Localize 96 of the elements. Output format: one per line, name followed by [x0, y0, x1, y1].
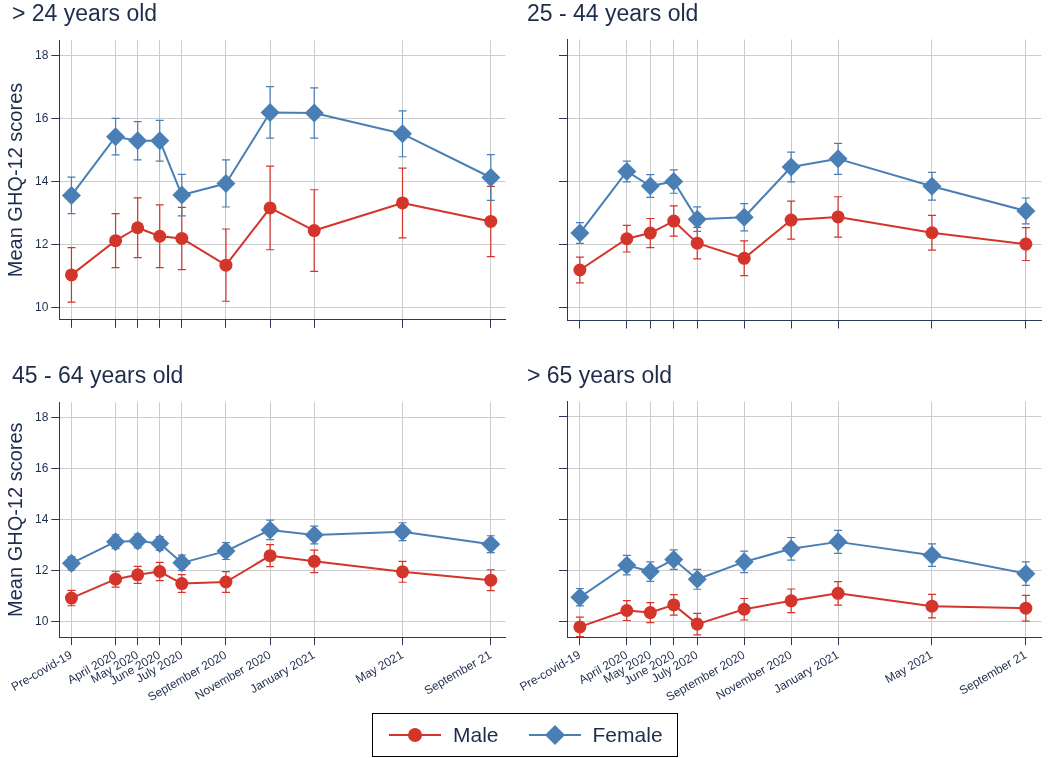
point	[737, 251, 751, 265]
point	[737, 602, 751, 616]
point	[106, 532, 126, 552]
y-tick-label: 12	[34, 563, 49, 578]
point	[925, 599, 939, 613]
point	[393, 124, 413, 144]
point	[922, 176, 942, 196]
point	[667, 598, 681, 612]
point	[570, 223, 590, 243]
point	[664, 172, 684, 192]
point	[109, 234, 123, 248]
chart-title: 25 - 44 years old	[527, 0, 699, 27]
point	[61, 185, 81, 205]
point	[687, 569, 707, 589]
point	[734, 207, 754, 227]
point	[1016, 564, 1036, 584]
point	[396, 565, 410, 579]
point	[784, 594, 798, 608]
point	[304, 103, 324, 123]
point	[216, 173, 236, 193]
point	[481, 534, 501, 554]
point	[216, 541, 236, 561]
point	[1019, 601, 1033, 615]
point	[128, 131, 148, 151]
point	[131, 221, 145, 235]
y-tick-label: 16	[34, 460, 49, 475]
point	[61, 553, 81, 573]
y-axis-title: Mean GHQ-12 scores	[3, 422, 26, 617]
point	[734, 552, 754, 572]
point	[620, 232, 634, 246]
chart-title: > 24 years old	[12, 0, 158, 27]
point	[1016, 201, 1036, 221]
point	[690, 617, 704, 631]
point	[925, 226, 939, 240]
y-tick-label: 10	[34, 299, 49, 314]
point	[396, 196, 410, 210]
y-tick-label: 10	[34, 614, 49, 629]
point	[664, 550, 684, 570]
point	[307, 554, 321, 568]
point	[620, 604, 634, 618]
point	[153, 229, 167, 243]
point	[219, 258, 233, 272]
point	[831, 586, 845, 600]
point	[828, 532, 848, 552]
point	[640, 176, 660, 196]
x-tick-label: May 2021	[353, 647, 406, 687]
legend-label: Male	[453, 723, 499, 747]
point	[172, 185, 192, 205]
point	[307, 224, 321, 238]
y-tick-label: 18	[34, 409, 49, 424]
point	[1019, 237, 1033, 251]
point	[263, 549, 277, 563]
y-tick-label: 14	[34, 173, 49, 188]
y-tick-label: 14	[34, 511, 49, 526]
point	[175, 231, 189, 245]
point	[304, 525, 324, 545]
point	[481, 167, 501, 187]
point	[393, 522, 413, 542]
point	[153, 565, 167, 579]
point	[150, 533, 170, 553]
point	[260, 520, 280, 540]
point	[484, 573, 498, 587]
point	[150, 131, 170, 151]
point	[219, 575, 233, 589]
point	[687, 209, 707, 229]
y-tick-label: 16	[34, 111, 49, 126]
legend-label: Female	[592, 723, 663, 747]
point	[784, 213, 798, 227]
point	[617, 555, 637, 575]
chart-title: > 65 years old	[527, 362, 673, 389]
point	[106, 127, 126, 147]
point	[690, 236, 704, 250]
point	[828, 149, 848, 169]
point	[260, 102, 280, 122]
point	[128, 531, 148, 551]
point	[573, 263, 587, 277]
y-axis-title: Mean GHQ-12 scores	[3, 82, 26, 278]
point	[484, 214, 498, 228]
x-tick-label: May 2021	[882, 647, 936, 687]
point	[64, 268, 78, 282]
point	[263, 201, 277, 215]
point	[643, 606, 657, 620]
point	[831, 210, 845, 224]
y-tick-label: 18	[34, 48, 49, 63]
point	[172, 553, 192, 573]
point	[640, 562, 660, 582]
point	[781, 157, 801, 177]
chart-title: 45 - 64 years old	[12, 362, 184, 389]
point	[643, 226, 657, 240]
point	[667, 214, 681, 228]
point	[617, 161, 637, 181]
point	[781, 539, 801, 559]
point	[922, 545, 942, 565]
point	[570, 587, 590, 607]
y-tick-label: 12	[34, 236, 49, 251]
point	[573, 620, 587, 634]
